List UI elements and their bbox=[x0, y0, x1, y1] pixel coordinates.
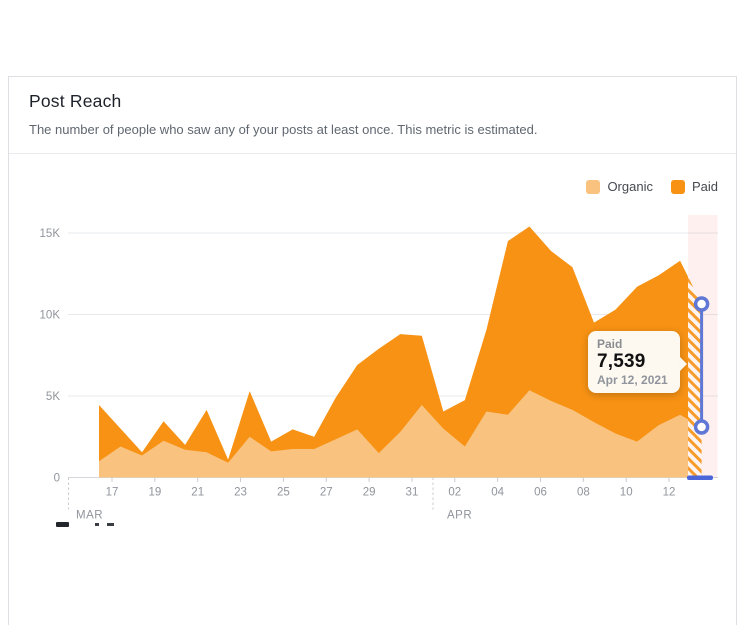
clipped-glyph bbox=[95, 522, 99, 526]
chart-legend: Organic Paid bbox=[586, 179, 718, 194]
clipped-content-fragment bbox=[56, 521, 114, 527]
paid-swatch-icon bbox=[670, 179, 685, 194]
header-divider bbox=[9, 153, 736, 154]
clipped-glyph bbox=[107, 522, 114, 526]
legend-label-organic: Organic bbox=[607, 179, 653, 194]
legend-item-paid[interactable]: Paid bbox=[670, 179, 718, 194]
tooltip-arrow-icon bbox=[680, 357, 687, 371]
card-header: Post Reach The number of people who saw … bbox=[9, 77, 736, 137]
legend-label-paid: Paid bbox=[691, 179, 718, 194]
clipped-icon bbox=[56, 521, 69, 527]
organic-swatch-icon bbox=[586, 179, 601, 194]
card-subtitle: The number of people who saw any of your… bbox=[29, 122, 538, 137]
tooltip-series: Paid bbox=[597, 337, 623, 351]
chart-tooltip: Paid 7,539 Apr 12, 2021 bbox=[588, 331, 687, 393]
legend-item-organic[interactable]: Organic bbox=[586, 179, 653, 194]
page-title: Post Reach bbox=[29, 91, 122, 111]
tooltip-value: 7,539 bbox=[597, 351, 646, 372]
tooltip-date: Apr 12, 2021 bbox=[597, 373, 668, 387]
